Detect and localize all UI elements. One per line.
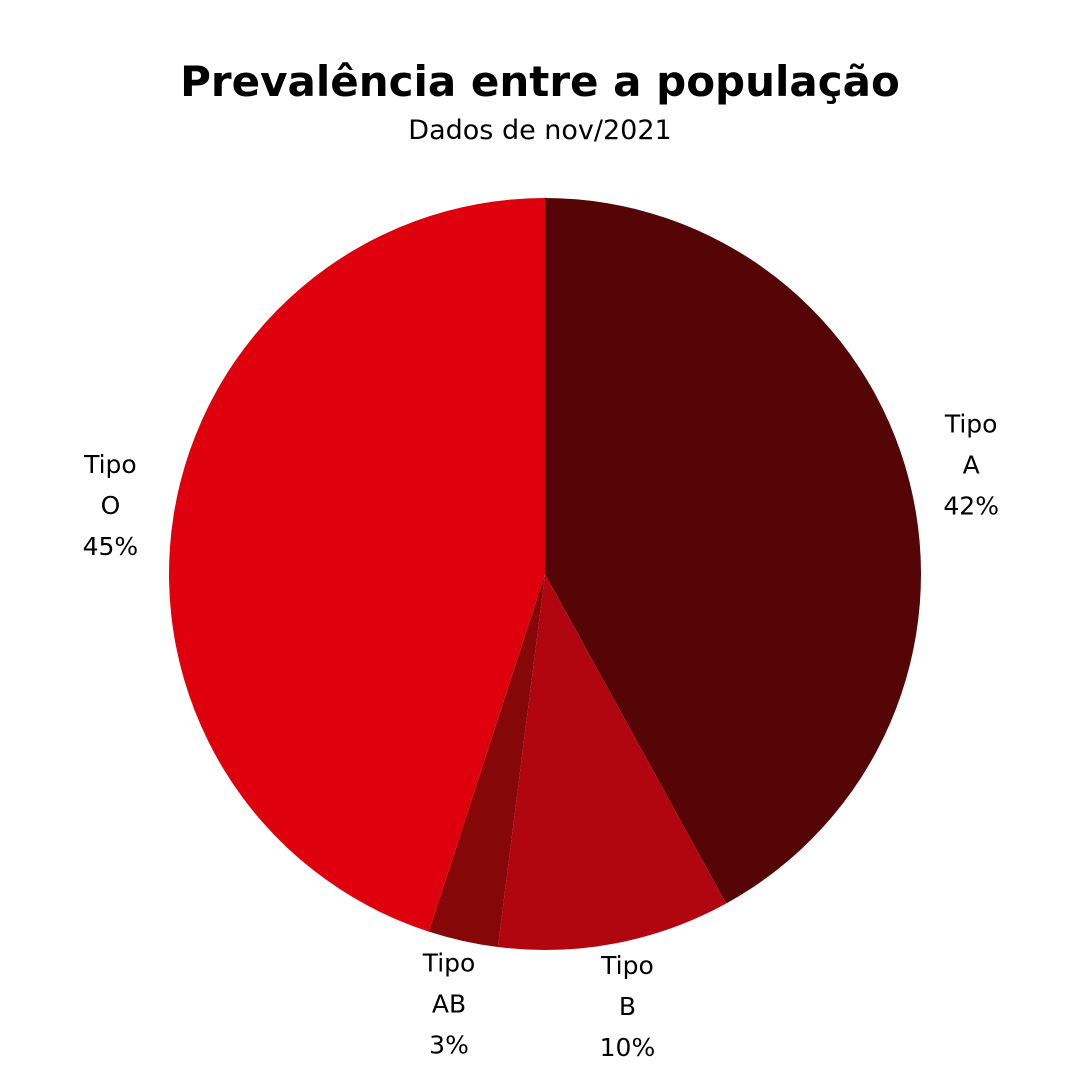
slice-label-b: Tipo B 10% bbox=[600, 951, 656, 1062]
slice-label-o: Tipo O 45% bbox=[83, 450, 139, 561]
pie-slice-a bbox=[545, 198, 921, 904]
pie-slice-ab bbox=[428, 574, 545, 948]
slice-label-a: Tipo A 42% bbox=[943, 410, 999, 521]
slice-label-ab: Tipo AB 3% bbox=[422, 948, 476, 1059]
chart-title: Prevalência entre a população bbox=[180, 57, 900, 106]
chart-subtitle: Dados de nov/2021 bbox=[408, 115, 671, 146]
pie-slice-b bbox=[497, 574, 727, 951]
pie-slice-o bbox=[168, 197, 545, 932]
pie-slices bbox=[168, 197, 921, 951]
pie-labels: Tipo A 42% Tipo B 10% Tipo AB 3% Tipo O 45% bbox=[83, 410, 999, 1063]
